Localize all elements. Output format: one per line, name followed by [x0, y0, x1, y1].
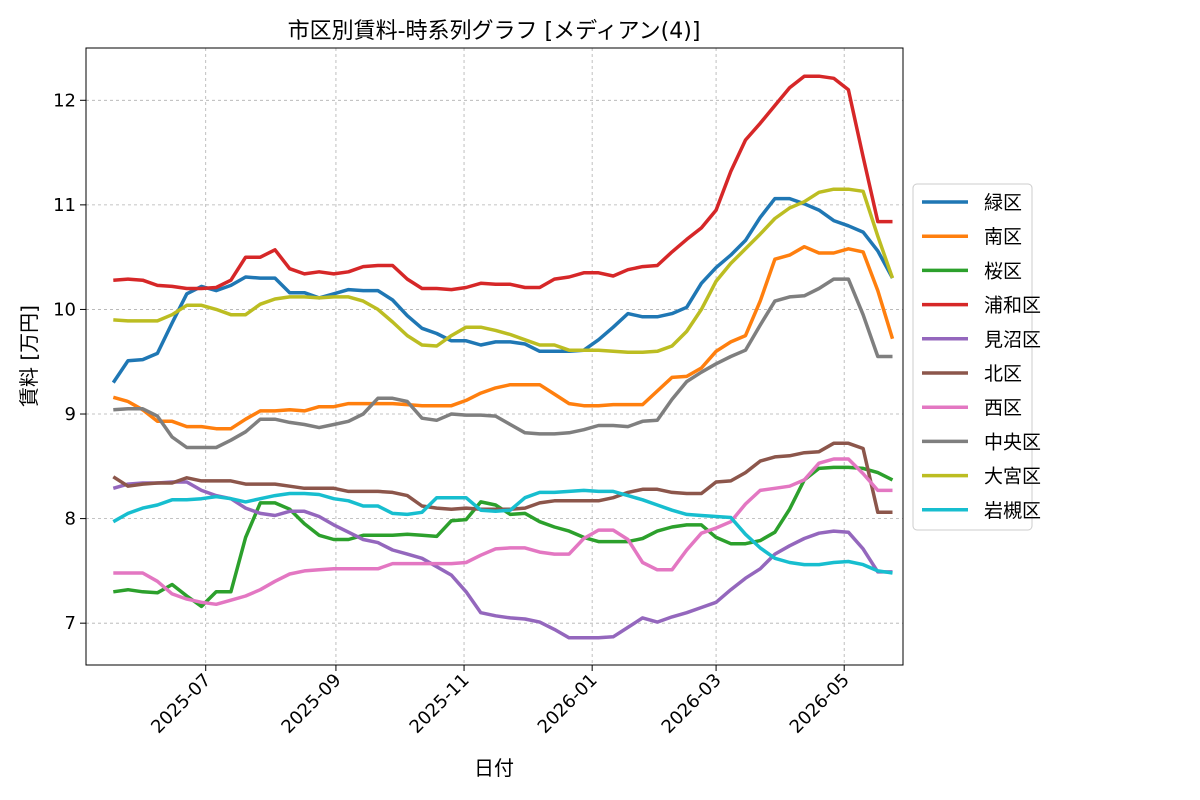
y-axis-title: 賃料 [万円]	[17, 305, 41, 407]
y-tick-label: 7	[65, 613, 76, 634]
legend-label: 西区	[984, 397, 1022, 419]
y-tick-label: 8	[65, 509, 76, 530]
plot-frame	[85, 47, 904, 666]
legend-label: 北区	[984, 363, 1022, 385]
legend-label: 大宮区	[984, 466, 1041, 488]
series-line	[112, 480, 893, 640]
legend-label: 見沼区	[984, 329, 1041, 351]
legend-label: 緑区	[984, 192, 1022, 214]
series-line	[111, 196, 895, 384]
series-line	[113, 187, 895, 355]
series-line	[113, 277, 893, 450]
y-axis-ticks: 7 8 9 10 11 12	[53, 90, 86, 634]
legend-label: 中央区	[984, 431, 1041, 453]
x-axis-title: 日付	[474, 756, 514, 780]
grid	[86, 48, 903, 665]
legend-label: 浦和区	[984, 295, 1041, 317]
y-tick-label: 9	[65, 404, 76, 425]
series-line	[112, 488, 893, 575]
y-tick-label: 11	[53, 195, 76, 216]
y-tick-label: 10	[53, 299, 76, 320]
series-line	[113, 74, 893, 292]
legend-label: 桜区	[984, 260, 1022, 282]
series-line	[112, 244, 895, 431]
chart-title: 市区別賃料-時系列グラフ [メディアン(4)]	[288, 19, 701, 44]
legend-label: 南区	[984, 226, 1022, 248]
series-lines	[111, 74, 895, 640]
legend-label: 岩槻区	[984, 500, 1041, 522]
y-tick-label: 12	[53, 90, 76, 111]
series-line	[113, 457, 893, 607]
